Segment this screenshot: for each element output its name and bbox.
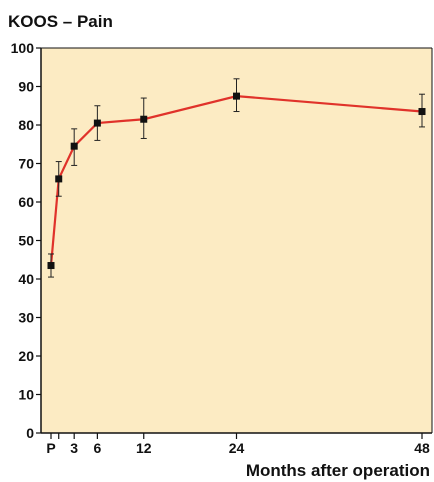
y-tick-label: 100 [11,40,35,56]
y-tick-label: 40 [18,271,34,287]
y-tick-label: 50 [18,233,34,249]
data-point [418,108,426,116]
y-tick-label: 70 [18,156,34,172]
x-tick-label: 12 [136,440,152,456]
y-tick-label: 10 [18,387,34,403]
y-tick-label: 0 [26,425,34,441]
data-point [47,262,55,270]
y-tick-label: 20 [18,348,34,364]
x-tick-label: 6 [93,440,101,456]
x-tick-label: 48 [414,440,430,456]
plot-area [41,48,432,433]
series-layer [47,78,426,278]
data-point [55,175,63,183]
y-tick-label: 80 [18,117,34,133]
y-tick-label: 90 [18,79,34,95]
x-tick-label: 3 [70,440,78,456]
y-tick-label: 30 [18,310,34,326]
x-tick-label: 24 [229,440,245,456]
x-tick-label: P [46,440,55,456]
data-point [93,119,101,127]
data-point [140,115,148,123]
chart-title: KOOS – Pain [8,12,113,31]
y-tick-label: 60 [18,194,34,210]
data-point [70,142,78,150]
data-point [233,92,240,100]
ticks: 0 10 20 30 40 50 60 70 80 90 100 P 3 6 12 24 48 [11,40,430,456]
x-axis-label: Months after operation [246,461,430,480]
